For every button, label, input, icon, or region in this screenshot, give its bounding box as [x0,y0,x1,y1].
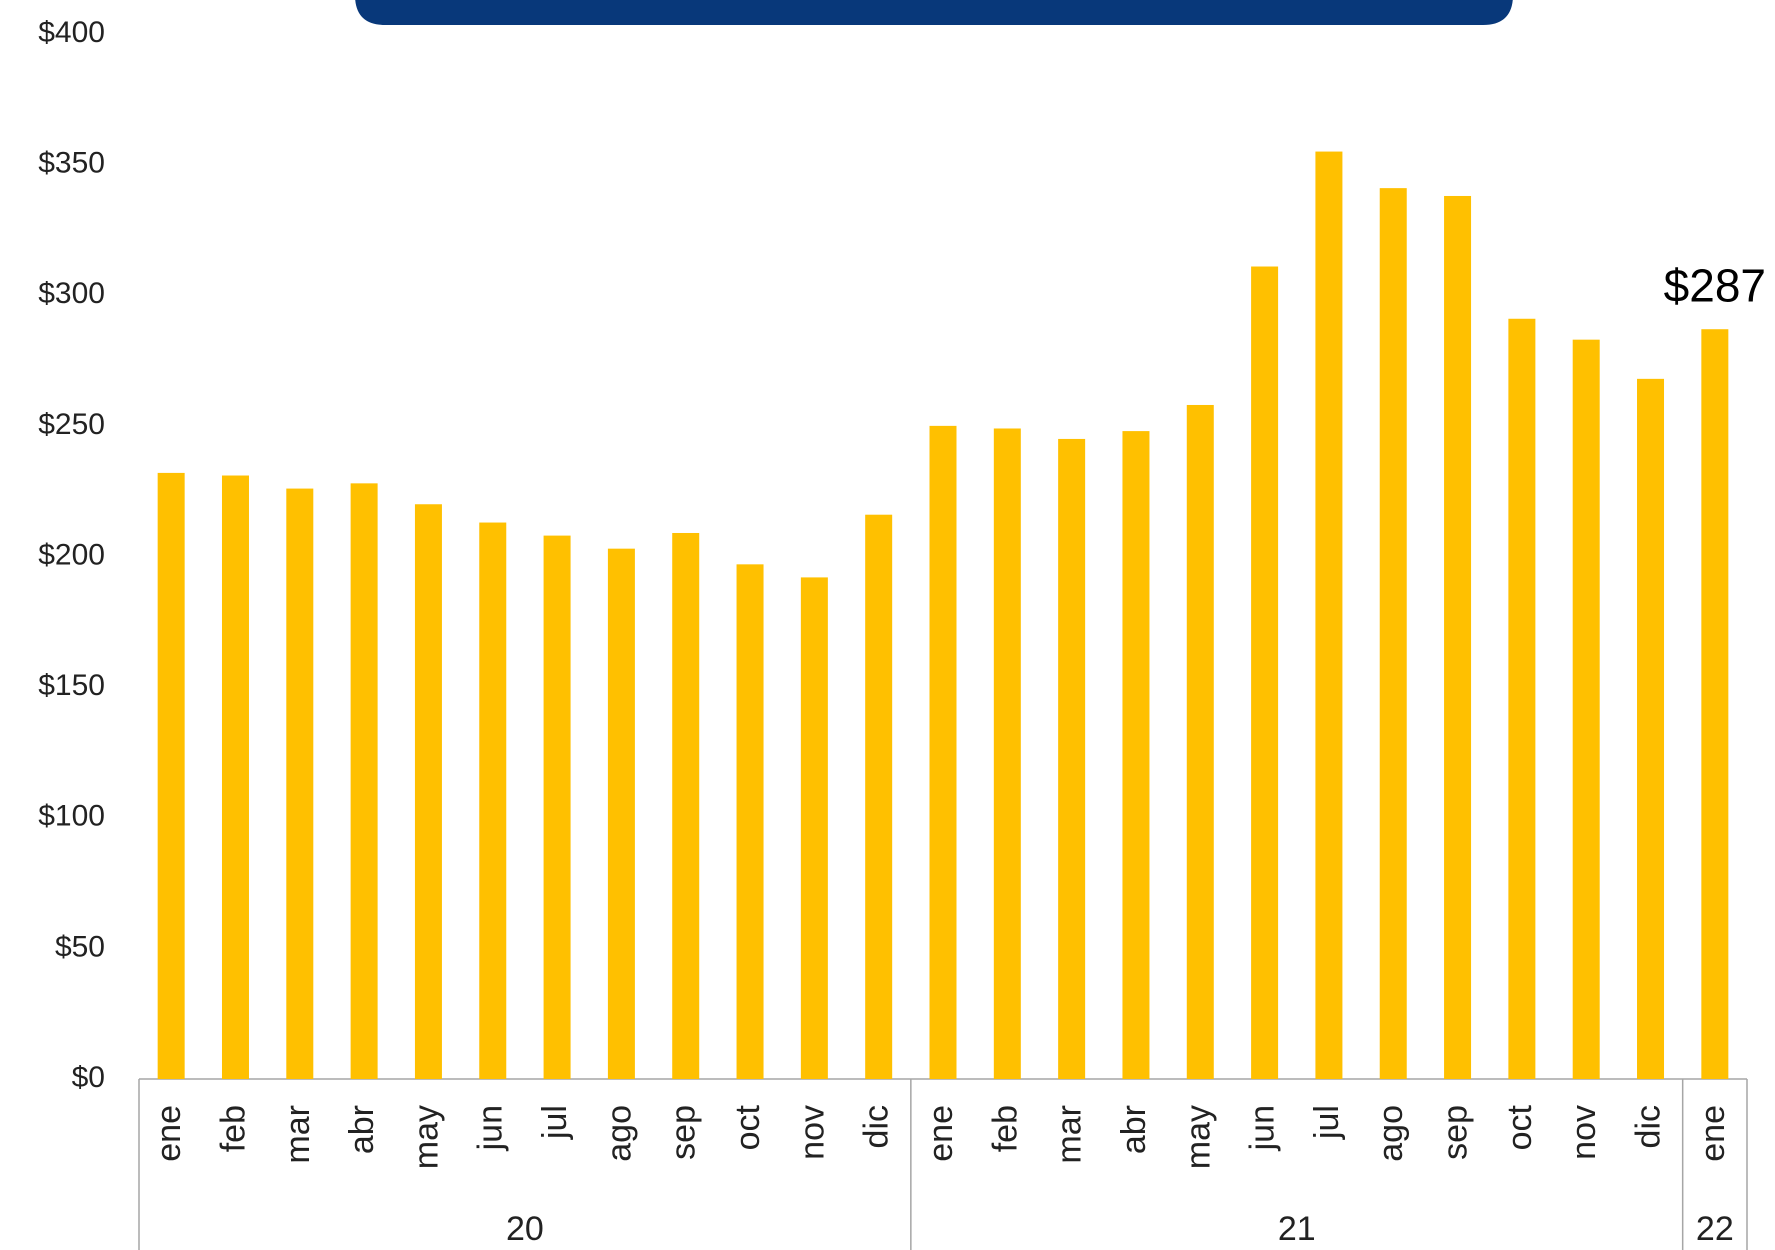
bar [157,472,185,1079]
bar [929,425,957,1079]
x-tick-label: may [1179,1105,1217,1169]
x-tick-label: sep [665,1105,703,1160]
y-tick-label: $350 [38,147,105,180]
bar [1572,339,1600,1080]
bar [607,548,635,1079]
bar [800,577,828,1079]
x-tick-label: sep [1437,1105,1475,1160]
x-tick-label: ene [150,1105,188,1162]
x-tick-label: jul [1308,1105,1346,1140]
x-tick-label: mar [279,1105,317,1164]
y-tick-label: $50 [55,930,105,963]
y-tick-label: $200 [38,538,105,571]
x-tick-label: feb [214,1105,252,1152]
x-tick-label: feb [986,1105,1024,1152]
bar [1315,151,1343,1079]
x-tick-label: oct [729,1104,767,1150]
x-tick-label: dic [858,1105,896,1148]
bar [1122,431,1150,1080]
bar [414,504,442,1079]
y-tick-label: $0 [72,1061,105,1094]
bar [1186,404,1214,1080]
bar [1058,438,1086,1079]
y-tick-label: $300 [38,277,105,310]
data-label: $287 [1664,259,1766,311]
x-tick-label: ago [1372,1105,1410,1162]
bar [221,475,249,1079]
x-tick-label: abr [1115,1105,1153,1154]
bar [286,488,314,1079]
x-tick-label: abr [343,1105,381,1154]
bar [1444,195,1472,1080]
x-tick-label: ago [600,1105,638,1162]
y-tick-label: $250 [38,408,105,441]
group-label: 20 [506,1210,544,1248]
x-tick-label: ene [1694,1105,1732,1162]
title-banner [355,0,1513,25]
y-tick-label: $100 [38,800,105,833]
bar [865,514,893,1079]
x-tick-label: mar [1051,1105,1089,1164]
bar [736,564,764,1079]
bar [1637,378,1665,1080]
group-label: 21 [1278,1210,1316,1248]
bar [1701,329,1729,1079]
bar [1251,266,1279,1079]
bar [672,532,700,1079]
y-tick-label: $150 [38,669,105,702]
x-tick-label: oct [1501,1104,1539,1150]
x-tick-label: nov [1565,1105,1603,1160]
bar [1379,188,1407,1079]
x-tick-label: jul [536,1105,574,1140]
bar [350,483,378,1080]
x-tick-label: ene [922,1105,960,1162]
group-label: 22 [1696,1210,1734,1248]
y-tick-label: $400 [38,16,105,49]
x-tick-label: may [407,1105,445,1169]
x-tick-label: jun [472,1105,510,1151]
bar [479,522,507,1079]
x-tick-label: nov [793,1105,831,1160]
bar [993,428,1021,1079]
x-tick-label: jun [1244,1105,1282,1151]
bar [543,535,571,1079]
x-tick-label: dic [1630,1105,1668,1148]
bar [1508,318,1536,1079]
